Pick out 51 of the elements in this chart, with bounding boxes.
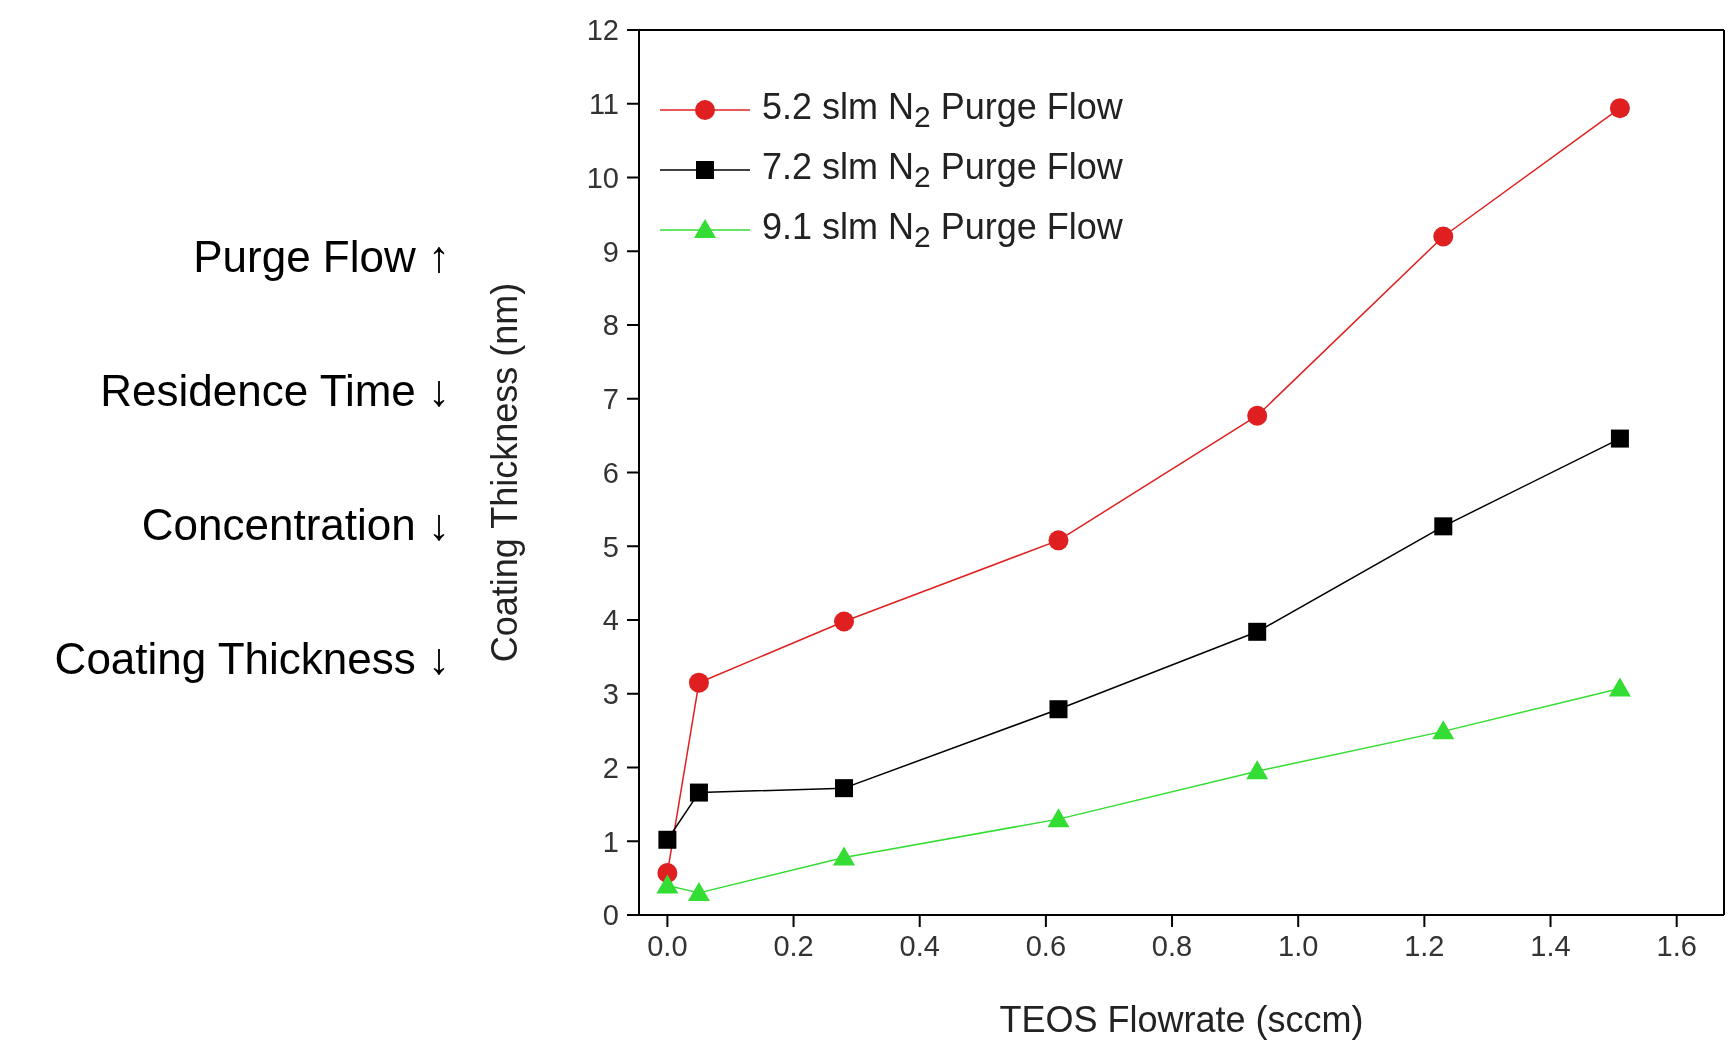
point [1247,405,1268,426]
y-tick-label: 6 [602,456,619,489]
text: Coating Thickness ↓ [54,634,450,684]
point [1246,760,1269,780]
y-tick-label: 8 [602,309,619,342]
legend-label: 9.1 slm N$_{2}$ Purge Flow [762,205,1123,255]
legend-label: 5.2 slm N$_{2}$ Purge Flow [762,85,1123,135]
point [1047,808,1070,828]
y-tick-label: 12 [586,14,619,47]
point [658,830,677,849]
x-tick-label: 0.6 [1025,929,1067,962]
x-tick-label: 0.2 [773,929,814,962]
y-tick-label: 1 [602,825,619,858]
y-tick-label: 9 [602,235,619,268]
x-axis-title: TEOS Flowrate (sccm) [999,999,1364,1040]
text: Concentration ↓ [141,500,450,550]
point [689,783,708,802]
x-tick-label: 0.4 [899,929,940,962]
y-tick-label: 2 [602,751,619,784]
point [656,874,679,894]
point [1434,517,1453,536]
x-tick-label: 1.2 [1404,929,1445,962]
y-tick-label: 5 [602,530,619,563]
point [1048,530,1069,551]
point [1248,622,1267,641]
point [1608,677,1631,697]
text: Residence Time ↓ [100,366,450,416]
x-tick-label: 0.0 [647,929,688,962]
y-tick-label: 3 [602,678,619,711]
point [835,779,854,798]
y-axis-title: Coating Thickness (nm) [483,282,525,663]
point [687,881,710,901]
point [1432,720,1455,740]
point [1049,700,1068,719]
x-tick-label: 1.0 [1278,929,1319,962]
x-tick-label: 1.6 [1656,929,1697,962]
point [688,672,709,693]
y-tick-label: 4 [602,604,619,637]
y-tick-label: 10 [586,161,619,194]
point [1609,98,1630,119]
text: Purge Flow ↑ [193,232,450,282]
y-tick-label: 11 [588,88,619,121]
x-tick-label: 1.4 [1530,929,1571,962]
point [1433,226,1454,247]
point [834,611,855,632]
point [1610,429,1629,448]
point [833,846,856,866]
legend-label: 7.2 slm N$_{2}$ Purge Flow [762,145,1123,195]
y-tick-label: 0 [602,899,619,932]
y-tick-label: 7 [602,383,619,416]
x-tick-label: 0.8 [1151,929,1193,962]
